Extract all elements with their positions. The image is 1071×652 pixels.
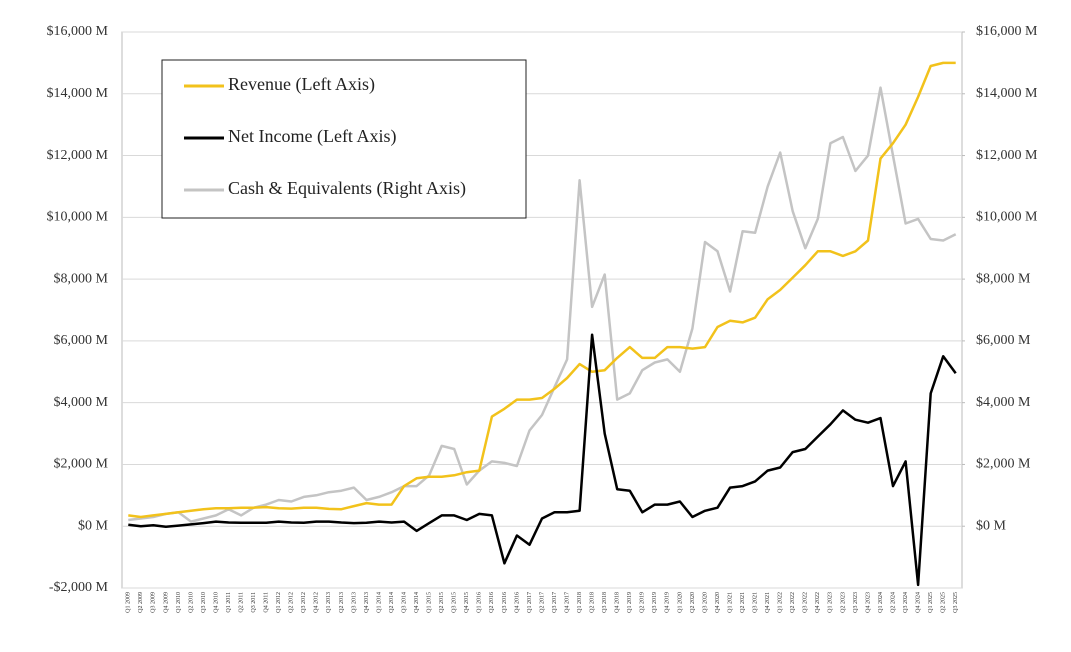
- x-tick-label: Q4 2018: [615, 592, 621, 613]
- x-tick-label: Q3 2015: [452, 592, 458, 613]
- x-tick-label: Q1 2024: [878, 592, 884, 613]
- x-tick-label: Q1 2025: [928, 592, 934, 613]
- x-tick-label: Q3 2009: [151, 592, 157, 613]
- x-tick-label: Q4 2013: [364, 592, 370, 613]
- x-tick-label: Q2 2014: [389, 592, 395, 613]
- x-tick-label: Q4 2019: [665, 592, 671, 613]
- x-tick-label: Q1 2011: [226, 592, 232, 613]
- x-tick-label: Q4 2017: [564, 592, 570, 613]
- legend-label: Cash & Equivalents (Right Axis): [228, 178, 466, 199]
- y-tick-label: $6,000 M: [54, 333, 109, 348]
- x-tick-label: Q1 2012: [276, 592, 282, 613]
- x-tick-label: Q2 2023: [840, 592, 846, 613]
- x-tick-label: Q2 2016: [489, 592, 495, 613]
- x-tick-label: Q1 2018: [577, 592, 583, 613]
- x-tick-label: Q3 2024: [903, 592, 909, 613]
- y2-tick-label: $4,000 M: [976, 395, 1031, 410]
- x-tick-label: Q2 2012: [289, 592, 295, 613]
- x-tick-label: Q2 2011: [238, 592, 244, 613]
- x-tick-label: Q2 2015: [439, 592, 445, 613]
- legend-label: Net Income (Left Axis): [228, 126, 396, 147]
- y2-tick-label: $10,000 M: [976, 210, 1038, 225]
- x-tick-label: Q3 2021: [753, 592, 759, 613]
- y-tick-label: $2,000 M: [54, 457, 109, 472]
- x-tick-label: Q3 2011: [251, 592, 257, 613]
- x-tick-label: Q3 2019: [652, 592, 658, 613]
- x-tick-label: Q1 2010: [176, 592, 182, 613]
- y-tick-label: $16,000 M: [47, 24, 109, 39]
- x-tick-label: Q1 2013: [326, 592, 332, 613]
- x-tick-label: Q1 2021: [727, 592, 733, 613]
- x-tick-label: Q2 2019: [640, 592, 646, 613]
- x-tick-label: Q1 2019: [627, 592, 633, 613]
- x-tick-label: Q3 2014: [401, 592, 407, 613]
- y2-tick-label: $8,000 M: [976, 271, 1031, 286]
- x-tick-label: Q4 2014: [414, 592, 420, 613]
- y-tick-label: $12,000 M: [47, 148, 109, 163]
- x-tick-label: Q3 2022: [803, 592, 809, 613]
- x-tick-label: Q4 2024: [915, 592, 921, 613]
- y-tick-label: $10,000 M: [47, 210, 109, 225]
- x-tick-label: Q1 2014: [376, 592, 382, 613]
- x-tick-label: Q3 2025: [953, 592, 959, 613]
- x-tick-label: Q3 2016: [502, 592, 508, 613]
- x-tick-label: Q1 2009: [126, 592, 132, 613]
- x-tick-label: Q2 2022: [790, 592, 796, 613]
- x-tick-label: Q2 2013: [339, 592, 345, 613]
- x-tick-label: Q2 2025: [941, 592, 947, 613]
- x-tick-label: Q4 2021: [765, 592, 771, 613]
- y2-tick-label: $2,000 M: [976, 457, 1031, 472]
- y-tick-label: $14,000 M: [47, 86, 109, 101]
- x-tick-label: Q4 2010: [213, 592, 219, 613]
- y-tick-label: $0 M: [78, 518, 109, 533]
- x-tick-label: Q3 2018: [602, 592, 608, 613]
- x-tick-label: Q1 2020: [677, 592, 683, 613]
- x-tick-label: Q2 2017: [539, 592, 545, 613]
- x-tick-label: Q1 2015: [427, 592, 433, 613]
- x-tick-label: Q3 2013: [351, 592, 357, 613]
- x-tick-label: Q2 2020: [690, 592, 696, 613]
- x-tick-label: Q4 2022: [815, 592, 821, 613]
- x-tick-label: Q4 2023: [865, 592, 871, 613]
- series-line: [128, 61, 956, 519]
- x-tick-label: Q1 2022: [778, 592, 784, 613]
- y2-tick-label: $14,000 M: [976, 86, 1038, 101]
- x-tick-label: Q3 2012: [301, 592, 307, 613]
- y-tick-label: $4,000 M: [54, 395, 109, 410]
- x-tick-label: Q4 2020: [715, 592, 721, 613]
- x-tick-label: Q2 2021: [740, 592, 746, 613]
- x-tick-label: Q1 2016: [477, 592, 483, 613]
- y-tick-label: -$2,000 M: [49, 580, 109, 595]
- x-tick-label: Q3 2017: [552, 592, 558, 613]
- x-tick-label: Q4 2015: [464, 592, 470, 613]
- x-tick-label: Q2 2010: [188, 592, 194, 613]
- y-tick-label: $8,000 M: [54, 271, 109, 286]
- x-tick-label: Q2 2018: [590, 592, 596, 613]
- y2-tick-label: $6,000 M: [976, 333, 1031, 348]
- x-tick-label: Q4 2012: [314, 592, 320, 613]
- series-line: [128, 333, 957, 587]
- y2-tick-label: $12,000 M: [976, 148, 1038, 163]
- x-tick-label: Q3 2020: [702, 592, 708, 613]
- y2-tick-label: $16,000 M: [976, 24, 1038, 39]
- x-tick-label: Q3 2023: [853, 592, 859, 613]
- legend-label: Revenue (Left Axis): [228, 74, 375, 95]
- series-line: [128, 86, 957, 523]
- x-tick-label: Q1 2023: [828, 592, 834, 613]
- x-tick-label: Q3 2010: [201, 592, 207, 613]
- x-tick-label: Q4 2016: [514, 592, 520, 613]
- x-tick-label: Q4 2009: [163, 592, 169, 613]
- x-tick-label: Q1 2017: [527, 592, 533, 613]
- x-tick-label: Q2 2009: [138, 592, 144, 613]
- x-tick-label: Q4 2011: [264, 592, 270, 613]
- x-tick-label: Q2 2024: [890, 592, 896, 613]
- y2-tick-label: $0 M: [976, 518, 1007, 533]
